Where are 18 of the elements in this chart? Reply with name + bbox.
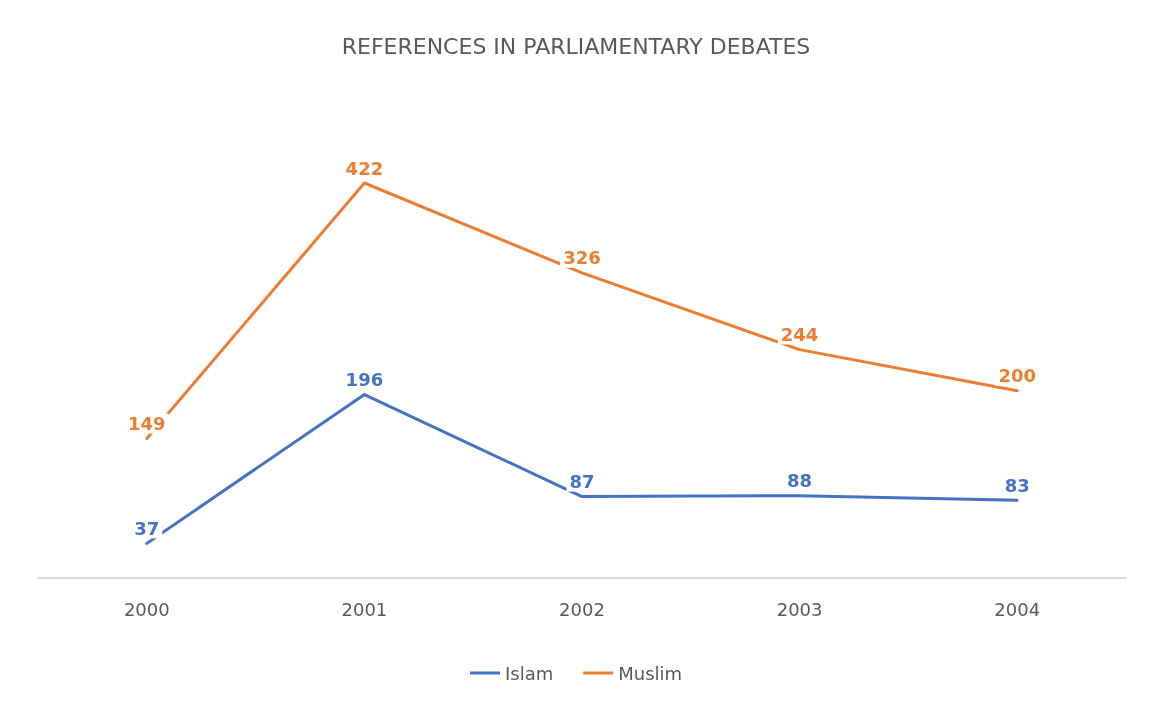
data-label: 87: [569, 471, 595, 493]
legend-label: Islam: [504, 662, 554, 684]
data-label: 196: [345, 369, 384, 391]
data-label: 200: [998, 365, 1036, 387]
data-label: 149: [128, 413, 166, 435]
x-tick-label: 2003: [776, 598, 823, 620]
x-tick-label: 2001: [341, 598, 388, 620]
data-label: 37: [134, 517, 160, 539]
legend-label: Muslim: [618, 662, 683, 684]
x-tick-label: 2000: [123, 598, 170, 620]
data-label: 422: [345, 157, 384, 179]
data-label: 244: [780, 324, 819, 346]
data-label: 83: [1004, 474, 1030, 496]
data-label: 88: [787, 470, 813, 492]
data-label: 326: [563, 247, 601, 269]
chart-title: REFERENCES IN PARLIAMENTARY DEBATES: [341, 33, 811, 59]
x-tick-label: 2002: [559, 598, 605, 620]
x-tick-label: 2004: [994, 598, 1041, 620]
